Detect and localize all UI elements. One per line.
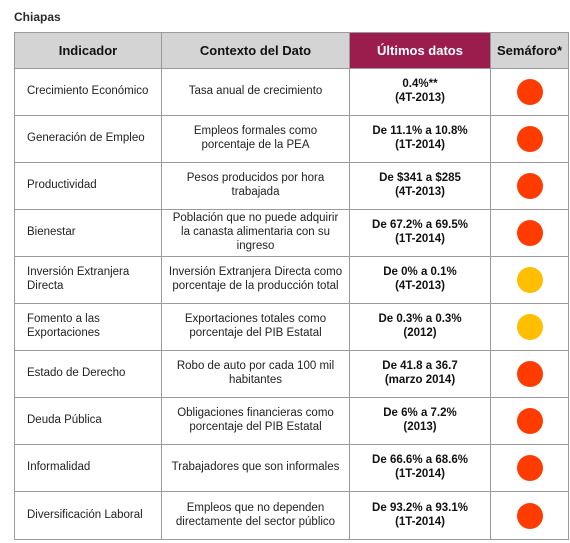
traffic-light-cell [490,444,569,492]
latest-value: De $341 a $285 [379,172,461,185]
context-text: Obligaciones financieras como porcentaje… [161,397,350,445]
latest-data: De $341 a $285 (4T-2013) [349,162,491,210]
traffic-light-cell [490,303,569,351]
table-row: Generación de Empleo Empleos formales com… [14,115,569,163]
indicator-name: Fomento a las Exportaciones [14,303,162,351]
indicator-name: Informalidad [14,444,162,492]
traffic-light-red-icon [516,220,543,246]
context-text: Exportaciones totales como porcentaje de… [161,303,350,351]
latest-value: De 93.2% a 93.1% [372,501,468,514]
indicator-name: Productividad [14,162,162,210]
context-text: Trabajadores que son informales [161,444,350,492]
context-text: Empleos que no dependen directamente del… [161,491,350,540]
header-contexto: Contexto del Dato [161,32,350,69]
latest-data: De 11.1% a 10.8% (1T-2014) [349,115,491,163]
latest-period: (1T-2014) [395,139,445,151]
latest-data: De 6% a 7.2% (2013) [349,397,491,445]
latest-period: (1T-2014) [395,515,445,528]
table-row: Deuda Pública Obligaciones financieras co… [14,397,569,445]
latest-value: De 0.3% a 0.3% [378,313,462,326]
context-text: Robo de auto por cada 100 mil habitantes [161,350,350,398]
traffic-light-cell [490,491,569,540]
latest-data: 0.4%** (4T-2013) [349,68,491,116]
traffic-light-red-icon [516,361,543,387]
table-row: Estado de Derecho Robo de auto por cada 1… [14,350,569,398]
traffic-light-red-icon [516,455,543,481]
header-semaforo: Semáforo* [490,32,569,69]
header-ultimos-datos: Últimos datos [349,32,491,69]
context-text: Tasa anual de crecimiento [161,68,350,116]
indicator-name: Bienestar [14,209,162,257]
latest-data: De 67.2% a 69.5% (1T-2014) [349,209,491,257]
table-row: Inversión Extranjera Directa Inversión Ex… [14,256,569,304]
table-row: Productividad Pesos producidos por hora t… [14,162,569,210]
traffic-light-cell [490,209,569,257]
traffic-light-red-icon [516,408,543,434]
latest-period: (4T-2013) [395,186,445,198]
traffic-light-yellow-icon [516,314,543,340]
context-text: Empleos formales como porcentaje de la P… [161,115,350,163]
latest-period: (1T-2014) [395,468,445,480]
indicator-name: Generación de Empleo [14,115,162,163]
latest-data: De 0% a 0.1% (4T-2013) [349,256,491,304]
traffic-light-cell [490,350,569,398]
traffic-light-cell [490,256,569,304]
latest-data: De 66.6% a 68.6% (1T-2014) [349,444,491,492]
traffic-light-red-icon [516,173,543,199]
indicator-name: Inversión Extranjera Directa [14,256,162,304]
context-text: Inversión Extranjera Directa como porcen… [161,256,350,304]
table-row: Diversificación Laboral Empleos que no de… [14,491,569,540]
traffic-light-red-icon [516,126,543,152]
indicator-name: Estado de Derecho [14,350,162,398]
latest-value: 0.4%** [402,78,438,91]
state-title: Chiapas [14,10,61,24]
traffic-light-cell [490,68,569,116]
indicator-name: Diversificación Laboral [14,491,162,540]
indicator-name: Crecimiento Económico [14,68,162,116]
latest-data: De 93.2% a 93.1% (1T-2014) [349,491,491,540]
table-row: Bienestar Población que no puede adquirir… [14,209,569,257]
traffic-light-cell [490,162,569,210]
traffic-light-red-icon [516,79,543,105]
latest-period: (2012) [403,327,437,339]
latest-value: De 41.8 a 36.7 [382,360,458,373]
latest-period: (1T-2014) [395,233,445,245]
table-row: Informalidad Trabajadores que son informa… [14,444,569,492]
indicator-name: Deuda Pública [14,397,162,445]
context-text: Pesos producidos por hora trabajada [161,162,350,210]
context-text: Población que no puede adquirir la canas… [161,209,350,257]
latest-value: De 66.6% a 68.6% [372,454,468,467]
latest-period: (4T-2013) [395,92,445,104]
latest-data: De 41.8 a 36.7 (marzo 2014) [349,350,491,398]
latest-period: (marzo 2014) [384,374,456,386]
traffic-light-cell [490,115,569,163]
latest-value: De 0% a 0.1% [383,266,457,279]
latest-period: (4T-2013) [395,280,445,292]
traffic-light-yellow-icon [516,267,543,293]
latest-value: De 11.1% a 10.8% [372,125,468,138]
indicators-table: Indicador Contexto del Dato Últimos dato… [14,32,569,540]
header-indicador: Indicador [14,32,162,69]
traffic-light-cell [490,397,569,445]
table-row: Crecimiento Económico Tasa anual de creci… [14,68,569,116]
header-row: Indicador Contexto del Dato Últimos dato… [14,32,569,69]
latest-value: De 67.2% a 69.5% [372,219,468,232]
latest-value: De 6% a 7.2% [383,407,457,420]
traffic-light-red-icon [516,502,543,529]
latest-data: De 0.3% a 0.3% (2012) [349,303,491,351]
latest-period: (2013) [403,421,437,433]
table-row: Fomento a las Exportaciones Exportaciones… [14,303,569,351]
